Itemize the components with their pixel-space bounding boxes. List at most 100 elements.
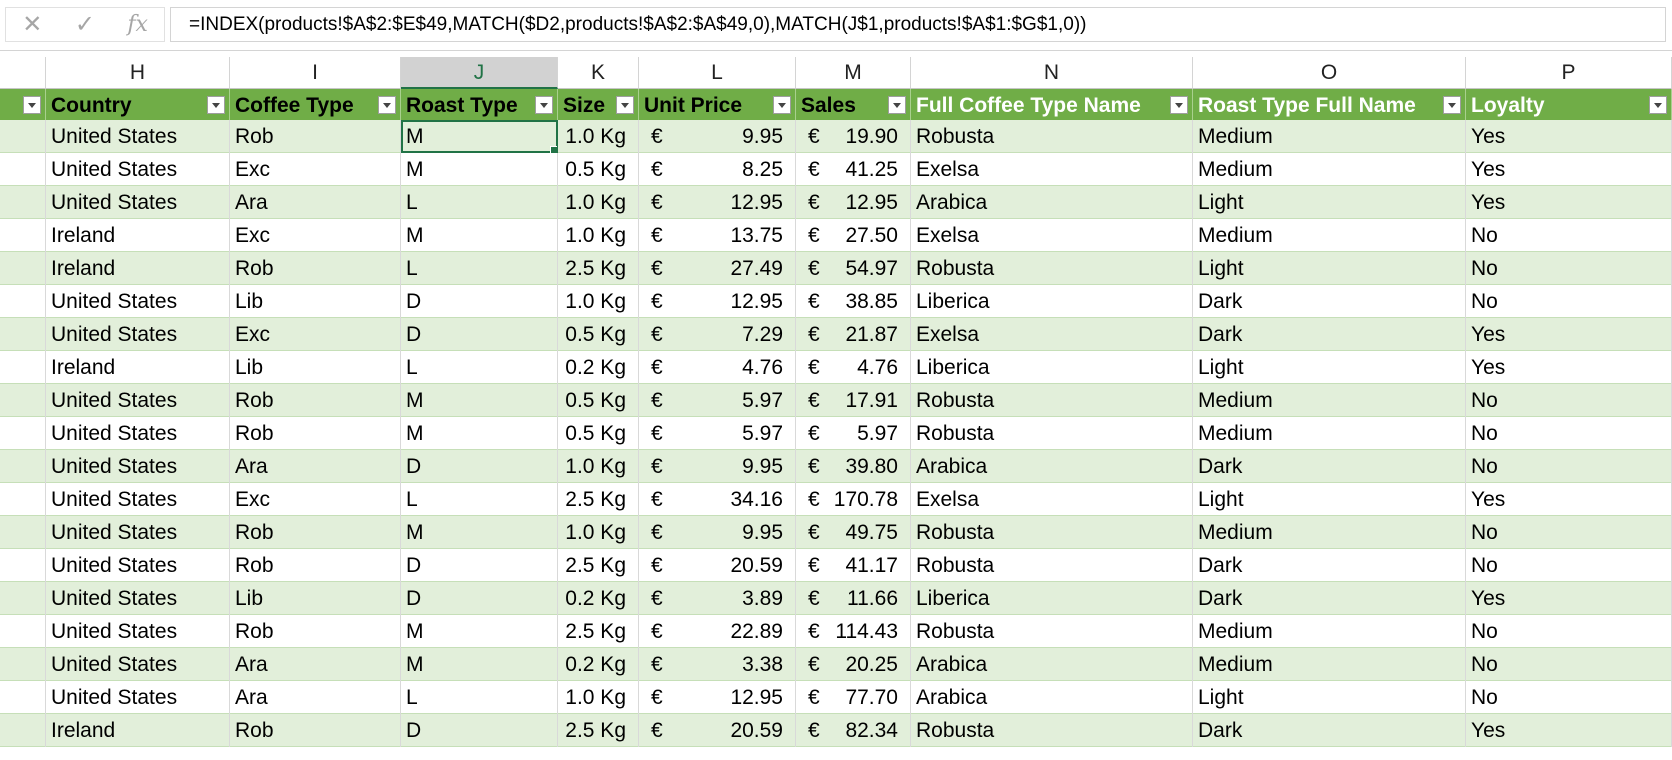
sales-cell[interactable]: €114.43 [796, 615, 911, 648]
roast-cell[interactable]: L [401, 681, 558, 714]
size-cell[interactable]: 2.5 Kg [558, 615, 639, 648]
unit-price-cell[interactable]: €20.59 [639, 714, 796, 747]
roast-cell[interactable]: D [401, 450, 558, 483]
full-coffee-cell[interactable]: Robusta [911, 252, 1193, 285]
full-coffee-cell[interactable]: Robusta [911, 120, 1193, 153]
country-cell[interactable]: United States [46, 417, 230, 450]
roast-cell[interactable]: D [401, 285, 558, 318]
coffee-cell[interactable]: Rob [230, 549, 401, 582]
unit-price-cell[interactable]: €9.95 [639, 120, 796, 153]
row-stub-cell[interactable] [0, 615, 46, 648]
column-header-j[interactable]: J [401, 57, 558, 89]
country-cell[interactable]: United States [46, 615, 230, 648]
country-cell[interactable]: United States [46, 450, 230, 483]
loyalty-cell[interactable]: No [1466, 549, 1672, 582]
roast-full-cell[interactable]: Medium [1193, 648, 1466, 681]
table-header-cell[interactable]: Loyalty [1466, 89, 1672, 122]
loyalty-cell[interactable]: No [1466, 219, 1672, 252]
full-coffee-cell[interactable]: Liberica [911, 351, 1193, 384]
coffee-cell[interactable]: Ara [230, 681, 401, 714]
full-coffee-cell[interactable]: Arabica [911, 186, 1193, 219]
country-cell[interactable]: United States [46, 186, 230, 219]
loyalty-cell[interactable]: Yes [1466, 120, 1672, 153]
table-header-cell[interactable]: Roast Type Full Name [1193, 89, 1466, 122]
size-cell[interactable]: 1.0 Kg [558, 516, 639, 549]
size-cell[interactable]: 2.5 Kg [558, 483, 639, 516]
full-coffee-cell[interactable]: Liberica [911, 582, 1193, 615]
country-cell[interactable]: Ireland [46, 714, 230, 747]
unit-price-cell[interactable]: €12.95 [639, 285, 796, 318]
sales-cell[interactable]: €27.50 [796, 219, 911, 252]
unit-price-cell[interactable]: €8.25 [639, 153, 796, 186]
column-header-m[interactable]: M [796, 57, 911, 89]
row-stub-cell[interactable] [0, 417, 46, 450]
roast-cell[interactable]: M [401, 516, 558, 549]
country-cell[interactable]: Ireland [46, 351, 230, 384]
full-coffee-cell[interactable]: Arabica [911, 681, 1193, 714]
filter-dropdown-icon[interactable] [773, 96, 791, 114]
unit-price-cell[interactable]: €9.95 [639, 516, 796, 549]
column-header-k[interactable]: K [558, 57, 639, 89]
unit-price-cell[interactable]: €22.89 [639, 615, 796, 648]
size-cell[interactable]: 2.5 Kg [558, 714, 639, 747]
sales-cell[interactable]: €11.66 [796, 582, 911, 615]
unit-price-cell[interactable]: €4.76 [639, 351, 796, 384]
row-stub-cell[interactable] [0, 681, 46, 714]
coffee-cell[interactable]: Rob [230, 120, 401, 153]
row-stub-cell[interactable] [0, 120, 46, 153]
roast-cell[interactable]: D [401, 318, 558, 351]
unit-price-cell[interactable]: €12.95 [639, 681, 796, 714]
roast-cell[interactable]: M [401, 384, 558, 417]
row-stub-cell[interactable] [0, 186, 46, 219]
unit-price-cell[interactable]: €13.75 [639, 219, 796, 252]
row-stub-cell[interactable] [0, 219, 46, 252]
roast-full-cell[interactable]: Medium [1193, 516, 1466, 549]
size-cell[interactable]: 0.5 Kg [558, 417, 639, 450]
sales-cell[interactable]: €20.25 [796, 648, 911, 681]
country-cell[interactable]: United States [46, 483, 230, 516]
size-cell[interactable]: 0.5 Kg [558, 384, 639, 417]
sales-cell[interactable]: €170.78 [796, 483, 911, 516]
loyalty-cell[interactable]: Yes [1466, 318, 1672, 351]
roast-full-cell[interactable]: Light [1193, 483, 1466, 516]
full-coffee-cell[interactable]: Robusta [911, 549, 1193, 582]
sales-cell[interactable]: €4.76 [796, 351, 911, 384]
filter-dropdown-icon[interactable] [1170, 96, 1188, 114]
full-coffee-cell[interactable]: Robusta [911, 714, 1193, 747]
formula-input[interactable]: =INDEX(products!$A$2:$E$49,MATCH($D2,pro… [170, 7, 1666, 42]
full-coffee-cell[interactable]: Arabica [911, 648, 1193, 681]
full-coffee-cell[interactable]: Exelsa [911, 219, 1193, 252]
roast-full-cell[interactable]: Medium [1193, 615, 1466, 648]
size-cell[interactable]: 1.0 Kg [558, 450, 639, 483]
unit-price-cell[interactable]: €34.16 [639, 483, 796, 516]
roast-full-cell[interactable]: Dark [1193, 582, 1466, 615]
loyalty-cell[interactable]: Yes [1466, 186, 1672, 219]
size-cell[interactable]: 1.0 Kg [558, 681, 639, 714]
roast-full-cell[interactable]: Dark [1193, 318, 1466, 351]
country-cell[interactable]: United States [46, 153, 230, 186]
coffee-cell[interactable]: Rob [230, 714, 401, 747]
row-stub-cell[interactable] [0, 582, 46, 615]
row-stub-cell[interactable] [0, 351, 46, 384]
unit-price-cell[interactable]: €12.95 [639, 186, 796, 219]
coffee-cell[interactable]: Ara [230, 648, 401, 681]
roast-cell[interactable]: M [401, 120, 558, 153]
coffee-cell[interactable]: Ara [230, 186, 401, 219]
coffee-cell[interactable]: Rob [230, 615, 401, 648]
row-stub-cell[interactable] [0, 483, 46, 516]
unit-price-cell[interactable]: €3.89 [639, 582, 796, 615]
table-header-cell[interactable]: Size [558, 89, 639, 122]
coffee-cell[interactable]: Exc [230, 318, 401, 351]
size-cell[interactable]: 1.0 Kg [558, 285, 639, 318]
roast-full-cell[interactable]: Medium [1193, 417, 1466, 450]
full-coffee-cell[interactable]: Exelsa [911, 318, 1193, 351]
roast-full-cell[interactable]: Dark [1193, 450, 1466, 483]
loyalty-cell[interactable]: No [1466, 450, 1672, 483]
full-coffee-cell[interactable]: Exelsa [911, 153, 1193, 186]
coffee-cell[interactable]: Rob [230, 417, 401, 450]
loyalty-cell[interactable]: Yes [1466, 483, 1672, 516]
roast-full-cell[interactable]: Light [1193, 681, 1466, 714]
coffee-cell[interactable]: Exc [230, 153, 401, 186]
filter-dropdown-icon[interactable] [1649, 96, 1667, 114]
country-cell[interactable]: United States [46, 648, 230, 681]
